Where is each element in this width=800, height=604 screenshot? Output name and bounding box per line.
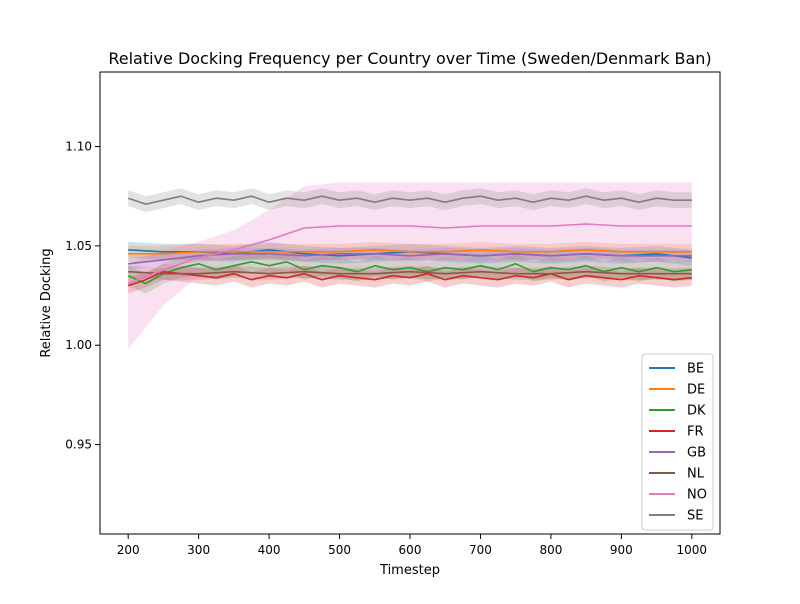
legend-label: GB bbox=[687, 446, 706, 461]
x-tick-label: 300 bbox=[187, 543, 210, 557]
series-line-no bbox=[127, 223, 692, 285]
legend-box bbox=[641, 353, 714, 531]
y-tick-label: 1.10 bbox=[65, 140, 92, 154]
y-tick-label: 1.05 bbox=[65, 239, 92, 253]
band-be bbox=[128, 241, 692, 266]
legend-item-nl: NL bbox=[649, 467, 705, 482]
band-fr bbox=[128, 263, 692, 294]
legend-item-gb: GB bbox=[649, 446, 706, 461]
legend: BE DE DK FR GB NL NO SE bbox=[641, 353, 714, 531]
series-line-se bbox=[127, 195, 692, 205]
legend-item-se: SE bbox=[649, 509, 703, 524]
series-line-nl bbox=[128, 270, 692, 275]
y-axis-label: Relative Docking bbox=[39, 248, 54, 357]
legend-item-fr: FR bbox=[649, 425, 704, 440]
y-tick-label: 0.95 bbox=[65, 438, 92, 452]
chart-title: Relative Docking Frequency per Country o… bbox=[108, 49, 711, 68]
series-line-dk bbox=[127, 260, 692, 285]
band-dk bbox=[128, 251, 692, 294]
x-axis-label: Timestep bbox=[379, 563, 440, 578]
legend-item-de: DE bbox=[649, 383, 705, 398]
legend-item-dk: DK bbox=[649, 404, 706, 419]
series-line-gb bbox=[128, 253, 692, 265]
legend-item-no: NO bbox=[649, 488, 707, 503]
x-tick-label: 600 bbox=[399, 543, 422, 557]
series-line-fr bbox=[127, 270, 692, 287]
x-tick-label: 200 bbox=[117, 543, 140, 557]
legend-label: NO bbox=[687, 488, 707, 503]
x-tick-label: 900 bbox=[610, 543, 633, 557]
legend-label: DK bbox=[687, 404, 706, 419]
legend-label: NL bbox=[687, 467, 705, 482]
x-tick-label: 800 bbox=[539, 543, 562, 557]
x-tick-label: 500 bbox=[328, 543, 351, 557]
x-tick-label: 400 bbox=[258, 543, 281, 557]
y-tick-label: 1.00 bbox=[65, 338, 92, 352]
legend-label: FR bbox=[687, 425, 704, 440]
legend-item-be: BE bbox=[649, 362, 704, 377]
legend-label: BE bbox=[687, 362, 704, 377]
band-no bbox=[128, 182, 692, 350]
x-tick-label: 1000 bbox=[677, 543, 708, 557]
legend-label: DE bbox=[687, 383, 705, 398]
x-tick-label: 700 bbox=[469, 543, 492, 557]
legend-label: SE bbox=[687, 509, 703, 524]
